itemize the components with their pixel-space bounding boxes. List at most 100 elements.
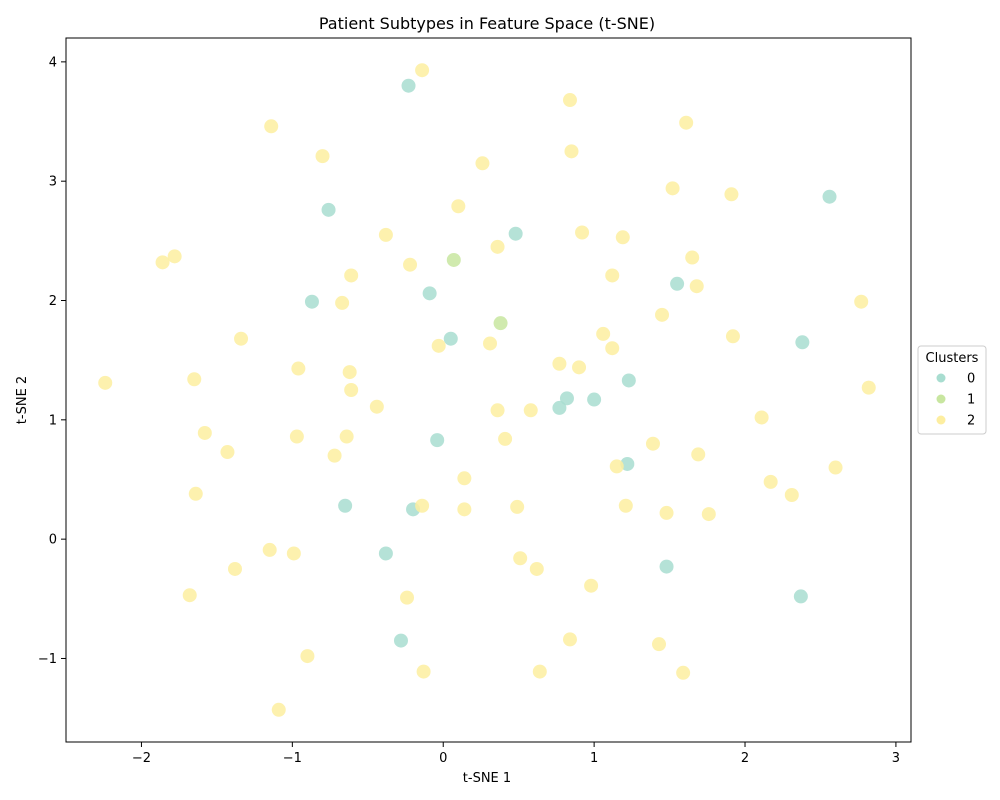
y-axis-label: t-SNE 2 <box>15 376 30 424</box>
scatter-point-cluster-2 <box>532 664 547 679</box>
scatter-point-cluster-2 <box>498 431 513 446</box>
scatter-point-cluster-2 <box>415 498 430 513</box>
scatter-point-cluster-2 <box>523 403 538 418</box>
x-tick-label: −2 <box>132 751 151 766</box>
scatter-point-cluster-2 <box>457 502 472 517</box>
scatter-point-cluster-2 <box>784 488 799 503</box>
scatter-point-cluster-2 <box>342 365 357 380</box>
scatter-point-cluster-2 <box>457 471 472 486</box>
scatter-point-cluster-2 <box>483 336 498 351</box>
scatter-point-cluster-2 <box>378 227 393 242</box>
y-tick-label: 3 <box>49 175 57 190</box>
y-tick-label: 4 <box>49 55 57 70</box>
scatter-point-cluster-2 <box>155 255 170 270</box>
scatter-point-cluster-0 <box>430 433 445 448</box>
legend-box <box>917 345 987 435</box>
scatter-point-cluster-2 <box>98 375 113 390</box>
scatter-point-cluster-2 <box>575 225 590 240</box>
plot-frame <box>65 37 912 743</box>
scatter-point-cluster-0 <box>659 559 674 574</box>
scatter-point-cluster-2 <box>618 498 633 513</box>
scatter-point-cluster-0 <box>587 392 602 407</box>
scatter-point-cluster-2 <box>451 199 466 214</box>
scatter-point-cluster-2 <box>416 664 431 679</box>
scatter-point-cluster-2 <box>552 356 567 371</box>
x-tick-label: 3 <box>892 751 900 766</box>
scatter-point-cluster-2 <box>197 425 212 440</box>
scatter-point-cluster-0 <box>795 335 810 350</box>
scatter-point-cluster-0 <box>304 294 319 309</box>
scatter-point-cluster-0 <box>321 202 336 217</box>
y-tick-label: 2 <box>49 294 57 309</box>
scatter-point-cluster-2 <box>691 447 706 462</box>
scatter-point-cluster-2 <box>475 156 490 171</box>
scatter-point-cluster-2 <box>344 383 359 397</box>
scatter-point-cluster-2 <box>286 546 301 561</box>
x-axis-label: t-SNE 1 <box>463 771 511 786</box>
scatter-point-cluster-0 <box>670 276 685 291</box>
legend-label-0: 0 <box>967 372 975 387</box>
legend-label-1: 1 <box>967 393 975 408</box>
scatter-point-cluster-0 <box>393 633 408 648</box>
scatter-point-cluster-2 <box>369 399 384 414</box>
scatter-point-cluster-2 <box>562 632 577 647</box>
scatter-point-cluster-2 <box>665 181 680 196</box>
scatter-point-cluster-0 <box>621 373 636 388</box>
x-tick-label: −1 <box>283 751 302 766</box>
x-tick-label: 1 <box>590 751 598 766</box>
x-tick-label: 2 <box>741 751 749 766</box>
scatter-point-cluster-2 <box>724 187 739 202</box>
scatter-point-cluster-0 <box>559 391 574 406</box>
scatter-point-cluster-2 <box>264 119 279 134</box>
scatter-point-cluster-2 <box>562 93 577 108</box>
scatter-point-cluster-2 <box>854 294 869 309</box>
scatter-point-cluster-2 <box>187 372 202 387</box>
scatter-point-cluster-0 <box>401 78 416 93</box>
scatter-point-cluster-2 <box>228 561 242 576</box>
legend-marker-1 <box>936 394 946 404</box>
scatter-point-cluster-2 <box>652 637 667 652</box>
legend: Clusters 0 1 2 <box>917 345 987 435</box>
scatter-point-cluster-2 <box>679 115 694 130</box>
scatter-point-cluster-2 <box>262 542 277 557</box>
scatter-point-cluster-2 <box>339 429 354 444</box>
scatter-point-cluster-2 <box>327 448 342 463</box>
scatter-point-cluster-0 <box>338 498 353 513</box>
scatter-point-cluster-2 <box>300 649 315 664</box>
scatter-point-cluster-2 <box>271 702 286 717</box>
scatter-point-cluster-0 <box>443 331 458 346</box>
scatter-point-cluster-2 <box>659 505 674 520</box>
y-axis: −1 0 1 2 3 4 <box>38 55 66 667</box>
scatter-point-cluster-2 <box>315 149 330 164</box>
scatter-point-cluster-2 <box>615 230 630 245</box>
scatter-point-cluster-2 <box>605 341 620 356</box>
scatter-point-cluster-2 <box>182 588 197 603</box>
scatter-point-cluster-2 <box>431 338 446 353</box>
scatter-point-cluster-2 <box>415 63 430 78</box>
scatter-point-cluster-2 <box>400 590 415 605</box>
scatter-point-cluster-2 <box>685 250 700 265</box>
scatter-point-cluster-0 <box>508 226 523 241</box>
scatter-point-cluster-1 <box>493 316 508 331</box>
scatter-point-cluster-2 <box>572 360 587 375</box>
scatter-point-cluster-2 <box>403 257 418 272</box>
scatter-point-cluster-0 <box>378 546 393 561</box>
scatter-point-cluster-2 <box>234 331 249 346</box>
scatter-point-cluster-2 <box>510 499 525 514</box>
scatter-point-cluster-0 <box>552 400 567 415</box>
scatter-point-cluster-2 <box>167 249 182 264</box>
legend-label-2: 2 <box>967 414 975 429</box>
scatter-point-cluster-2 <box>609 459 624 474</box>
scatter-point-cluster-0 <box>822 189 837 204</box>
scatter-point-cluster-1 <box>446 252 461 267</box>
chart-title: Patient Subtypes in Feature Space (t-SNE… <box>319 14 655 33</box>
scatter-point-cluster-2 <box>529 561 544 576</box>
scatter-point-cluster-2 <box>344 268 359 283</box>
scatter-point-cluster-2 <box>596 326 611 341</box>
scatter-point-cluster-2 <box>291 361 306 376</box>
y-tick-label: −1 <box>38 652 57 667</box>
scatter-point-cluster-2 <box>188 486 203 501</box>
scatter-point-cluster-2 <box>584 578 599 593</box>
scatter-point-cluster-2 <box>564 144 579 159</box>
